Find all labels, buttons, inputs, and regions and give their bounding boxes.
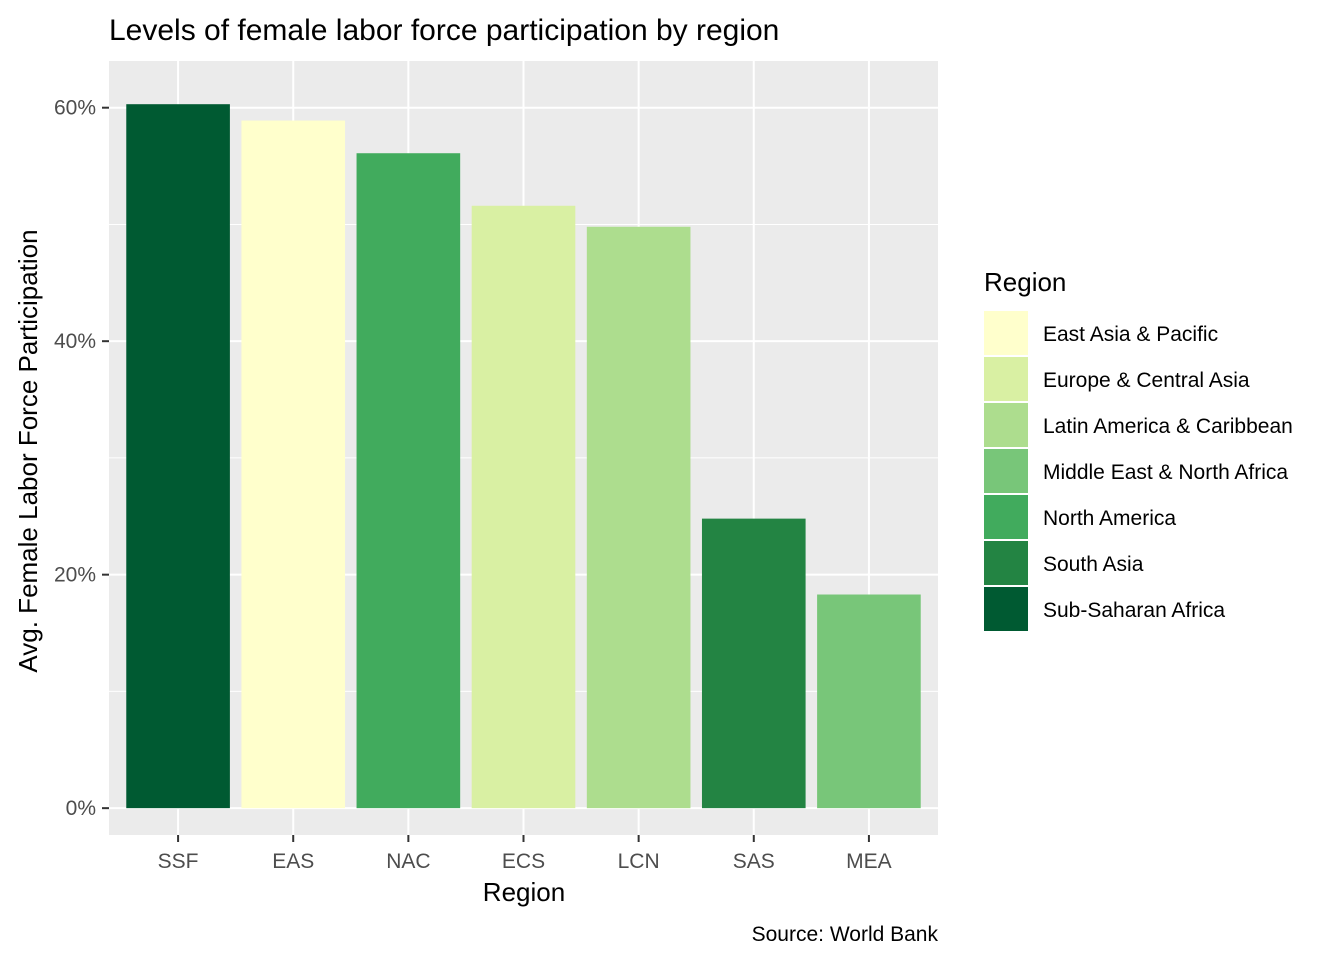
bar-eas [241,120,346,809]
bar-nac [356,153,461,809]
caption: Source: World Bank [752,923,939,946]
bars [126,104,921,809]
x-tick-label: NAC [386,850,430,873]
y-axis-title: Avg. Female Labor Force Participation [13,229,43,672]
legend-label: Latin America & Caribbean [1043,415,1293,438]
bar-ecs [471,205,576,809]
x-tick-label: SAS [733,850,775,873]
legend-key [984,541,1028,585]
legend-key [984,357,1028,401]
chart-title: Levels of female labor force participati… [109,14,779,47]
legend-key [984,587,1028,631]
y-axis: 0% 20% 40% 60% [54,97,109,820]
legend-label: Sub-Saharan Africa [1043,599,1225,622]
legend: Region East Asia & Pacific Europe & Centr… [984,267,1293,631]
legend-label: North America [1043,507,1176,530]
x-tick-label: MEA [846,850,892,873]
bar-lcn [586,226,691,809]
legend-label: South Asia [1043,553,1144,576]
legend-label: East Asia & Pacific [1043,323,1218,346]
y-tick-label: 40% [54,330,96,353]
legend-key [984,311,1028,355]
x-tick-label: SSF [158,850,199,873]
x-axis: SSF EAS NAC ECS LCN SAS MEA [158,835,892,873]
y-tick-label: 20% [54,564,96,587]
legend-key [984,495,1028,539]
x-tick-label: EAS [272,850,314,873]
bar-ssf [126,104,230,809]
legend-title: Region [984,267,1066,297]
legend-label: Europe & Central Asia [1043,369,1250,392]
legend-label: Middle East & North Africa [1043,461,1288,484]
legend-key [984,403,1028,447]
legend-key [984,449,1028,493]
x-axis-title: Region [483,877,565,907]
x-tick-label: LCN [618,850,660,873]
x-tick-label: ECS [502,850,545,873]
y-tick-label: 0% [66,797,96,820]
bar-mea [817,594,921,809]
bar-sas [701,518,806,809]
y-tick-label: 60% [54,97,96,120]
